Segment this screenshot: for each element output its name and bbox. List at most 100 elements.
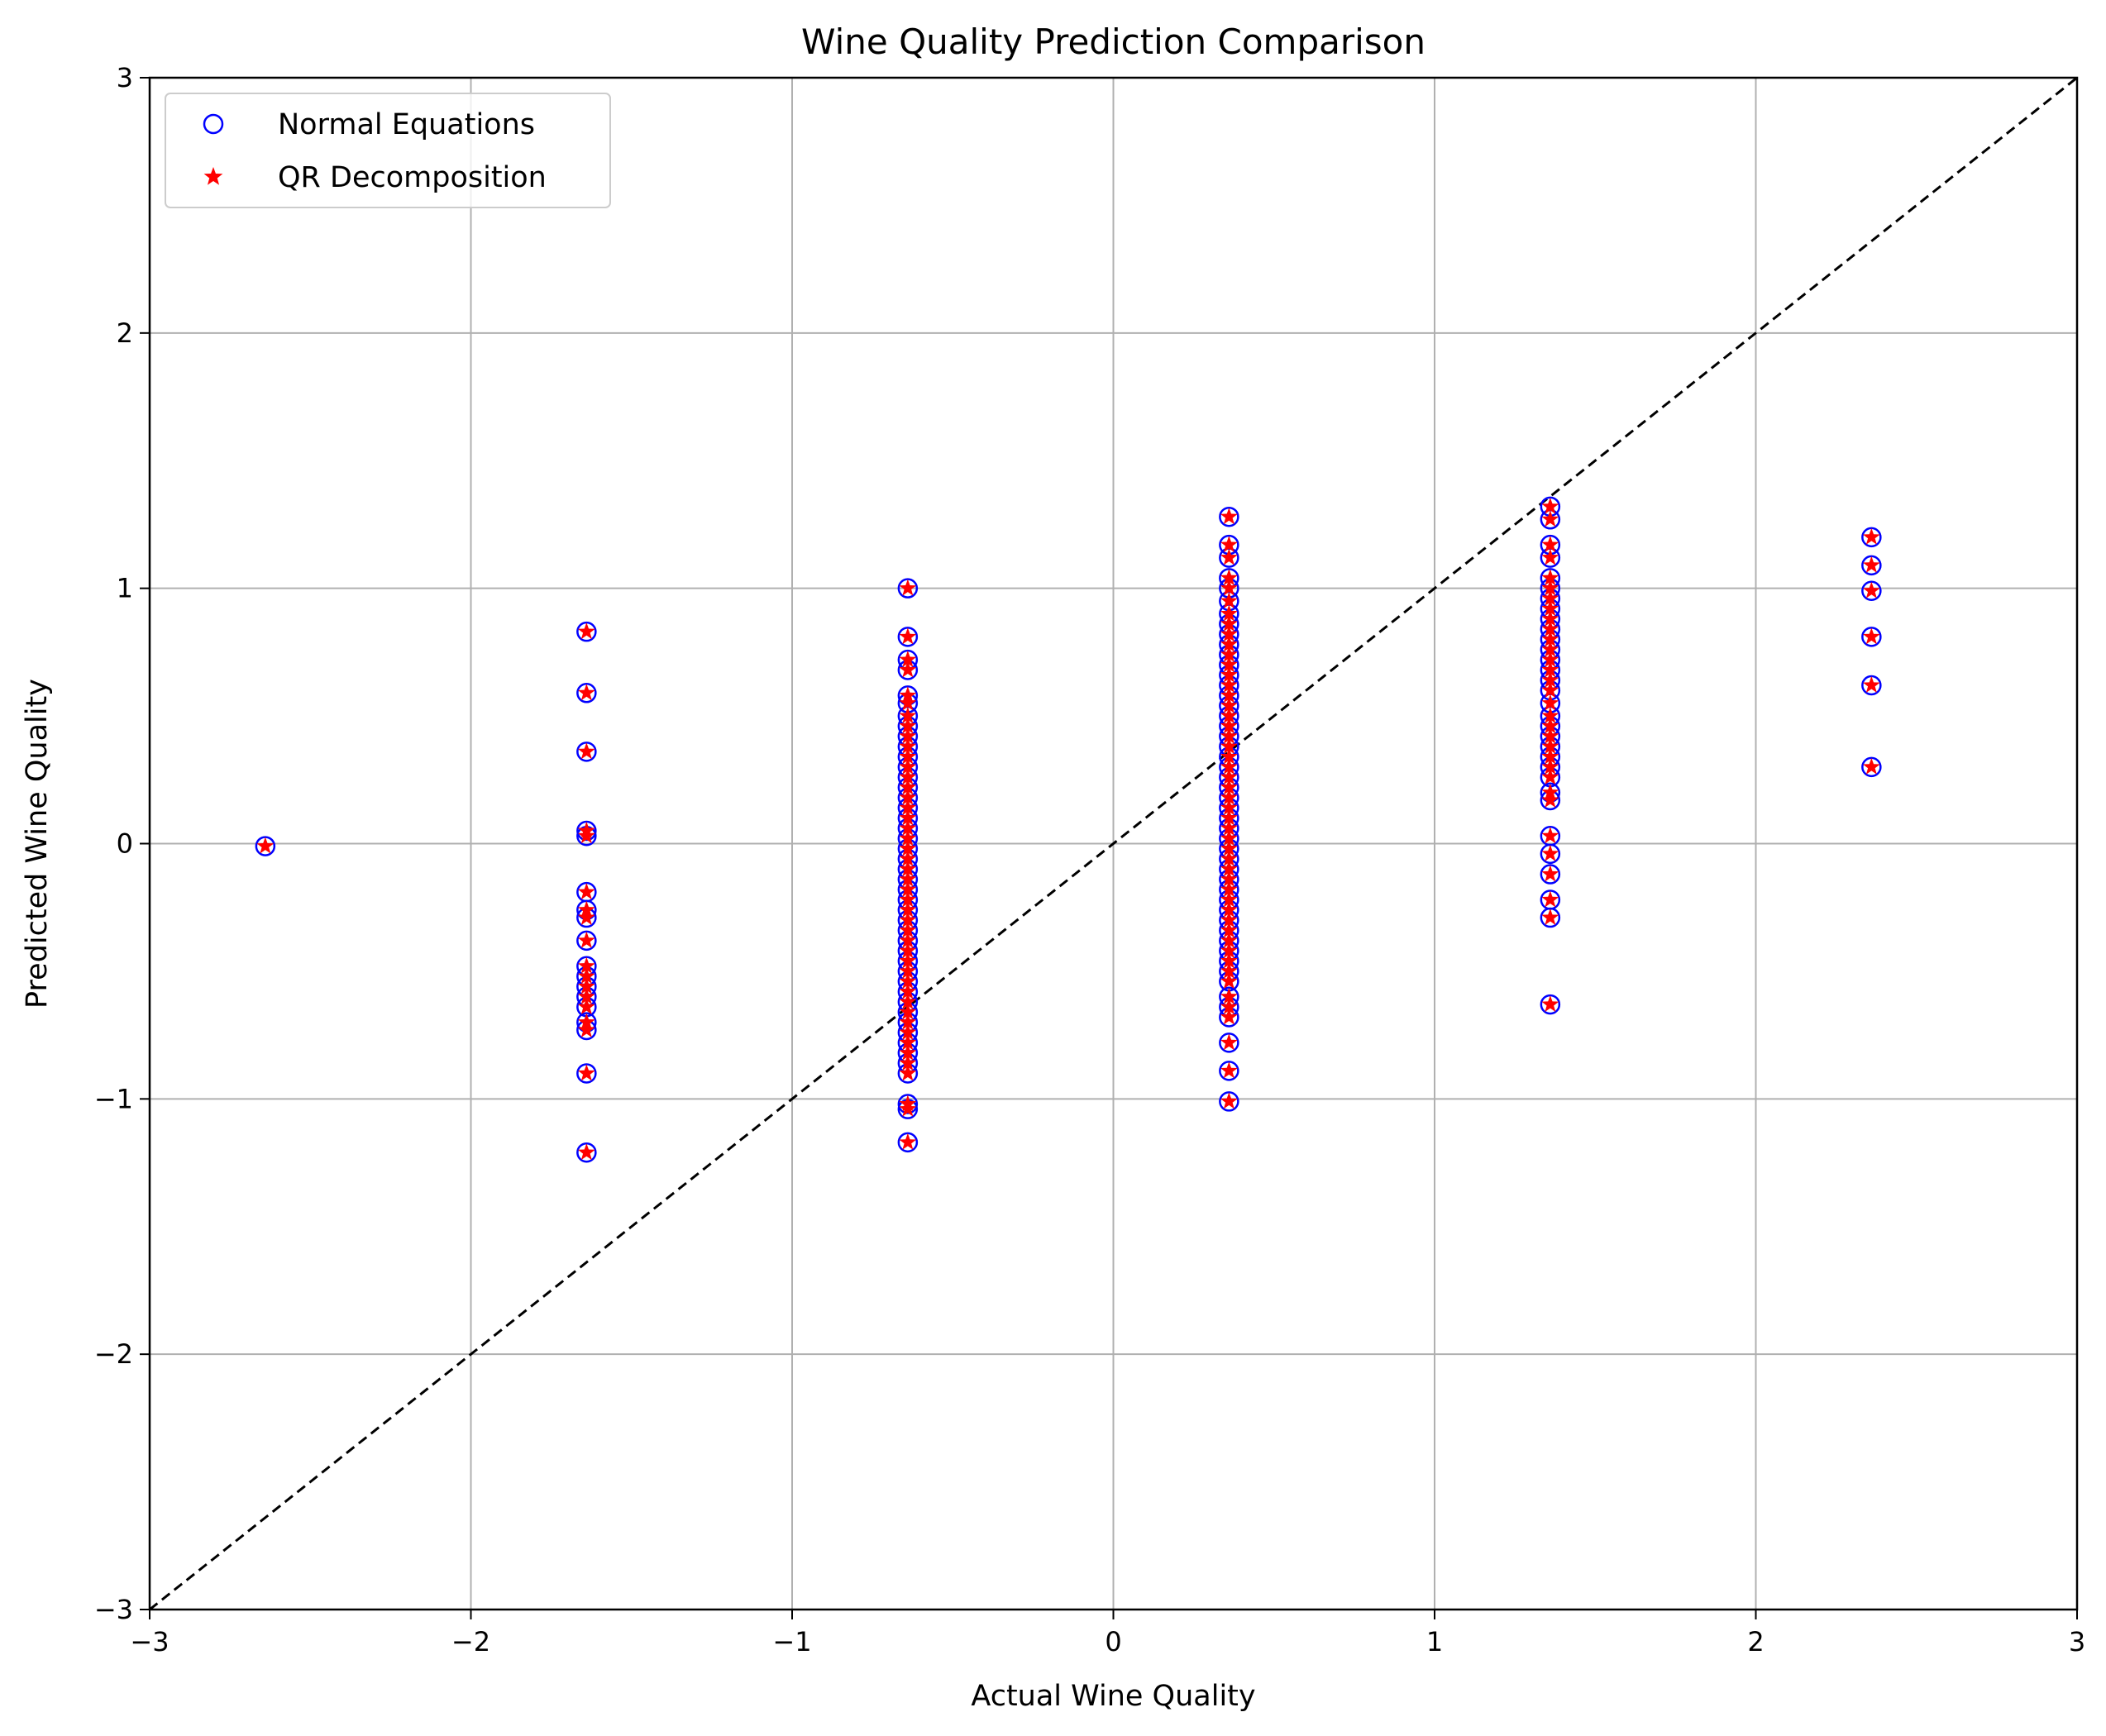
point-qr-decomposition xyxy=(899,727,917,744)
axis-ticks: −3 −2 −1 0 1 2 3 −3 −2 −1 0 1 2 3 xyxy=(94,62,2085,1657)
point-qr-decomposition xyxy=(899,818,917,836)
point-qr-decomposition xyxy=(577,827,595,844)
point-qr-decomposition xyxy=(1541,510,1559,527)
point-qr-decomposition xyxy=(899,737,917,755)
point-qr-decomposition xyxy=(1541,844,1559,861)
point-normal-equations xyxy=(897,1132,919,1153)
point-qr-decomposition xyxy=(1862,627,1880,645)
point-qr-decomposition xyxy=(1862,556,1880,573)
point-qr-decomposition xyxy=(1220,579,1238,596)
point-normal-equations xyxy=(255,836,276,856)
point-qr-decomposition xyxy=(577,883,595,900)
point-qr-decomposition xyxy=(899,951,917,969)
point-qr-decomposition xyxy=(1541,548,1559,565)
point-qr-decomposition xyxy=(1220,1008,1238,1025)
x-tick-label: 2 xyxy=(1747,1626,1764,1657)
point-qr-decomposition xyxy=(899,1099,917,1117)
point-qr-decomposition xyxy=(1220,788,1238,805)
point-qr-decomposition xyxy=(899,921,917,938)
y-tick-label: 1 xyxy=(117,573,133,604)
point-qr-decomposition xyxy=(1541,727,1559,744)
point-qr-decomposition xyxy=(899,982,917,999)
point-qr-decomposition xyxy=(1220,656,1238,673)
point-qr-decomposition xyxy=(899,799,917,816)
point-qr-decomposition xyxy=(1541,536,1559,553)
point-qr-decomposition xyxy=(899,1133,917,1150)
point-qr-decomposition xyxy=(899,694,917,711)
x-tick-label: 0 xyxy=(1105,1626,1121,1657)
point-qr-decomposition xyxy=(1220,1061,1238,1079)
point-qr-decomposition xyxy=(1541,865,1559,882)
point-qr-decomposition xyxy=(1862,757,1880,775)
point-qr-decomposition xyxy=(1220,911,1238,928)
point-qr-decomposition xyxy=(899,880,917,897)
point-qr-decomposition xyxy=(577,967,595,984)
point-qr-decomposition xyxy=(1541,791,1559,808)
point-qr-decomposition xyxy=(899,870,917,887)
chart-title: Wine Quality Prediction Comparison xyxy=(801,21,1425,62)
point-qr-decomposition xyxy=(899,860,917,877)
point-qr-decomposition xyxy=(577,998,595,1015)
point-qr-decomposition xyxy=(1541,670,1559,688)
point-qr-decomposition xyxy=(899,911,917,928)
point-qr-decomposition xyxy=(1541,569,1559,586)
point-qr-decomposition xyxy=(1220,880,1238,897)
y-tick-label: 2 xyxy=(117,317,133,349)
point-qr-decomposition xyxy=(577,987,595,1004)
point-qr-decomposition xyxy=(899,579,917,596)
point-qr-decomposition xyxy=(1220,972,1238,990)
point-normal-equations xyxy=(576,621,597,642)
reference-line xyxy=(149,76,2078,1611)
point-qr-decomposition xyxy=(1220,614,1238,632)
point-qr-decomposition xyxy=(1220,747,1238,765)
point-qr-decomposition xyxy=(577,909,595,925)
legend-marker-normal-equations xyxy=(203,113,224,135)
point-qr-decomposition xyxy=(1220,818,1238,836)
legend-marker-qr-decomposition xyxy=(203,167,223,185)
point-qr-decomposition xyxy=(899,1003,917,1020)
point-qr-decomposition xyxy=(1220,998,1238,1015)
point-qr-decomposition xyxy=(1541,694,1559,711)
point-qr-decomposition xyxy=(1862,676,1880,693)
point-normal-equations xyxy=(576,1142,597,1163)
x-tick-label: −3 xyxy=(130,1626,169,1657)
point-qr-decomposition xyxy=(1220,604,1238,622)
x-tick-label: −1 xyxy=(772,1626,811,1657)
point-qr-decomposition xyxy=(899,627,917,645)
point-normal-equations xyxy=(897,578,919,599)
point-qr-decomposition xyxy=(577,684,595,701)
point-qr-decomposition xyxy=(577,1064,595,1081)
point-qr-decomposition xyxy=(899,850,917,866)
point-qr-decomposition xyxy=(899,931,917,948)
point-qr-decomposition xyxy=(1541,651,1559,668)
point-qr-decomposition xyxy=(899,778,917,795)
point-qr-decomposition xyxy=(1220,686,1238,703)
point-qr-decomposition xyxy=(899,808,917,826)
point-qr-decomposition xyxy=(1220,987,1238,1004)
point-qr-decomposition xyxy=(577,956,595,974)
point-normal-equations xyxy=(1861,627,1882,647)
point-qr-decomposition xyxy=(1541,995,1559,1012)
point-qr-decomposition xyxy=(1220,696,1238,713)
point-qr-decomposition xyxy=(899,890,917,908)
legend-label-qr-decomposition: QR Decomposition xyxy=(278,161,547,194)
point-qr-decomposition xyxy=(1220,942,1238,959)
point-qr-decomposition xyxy=(1541,747,1559,765)
y-tick-label: −1 xyxy=(94,1083,133,1114)
point-qr-decomposition xyxy=(1220,951,1238,969)
y-axis-label: Predicted Wine Quality xyxy=(21,679,54,1009)
point-qr-decomposition xyxy=(899,1054,917,1071)
point-normal-equations xyxy=(897,627,919,647)
point-qr-decomposition xyxy=(1541,707,1559,723)
point-qr-decomposition xyxy=(1220,768,1238,785)
point-qr-decomposition xyxy=(1541,827,1559,844)
point-qr-decomposition xyxy=(1541,609,1559,627)
point-qr-decomposition xyxy=(1220,635,1238,652)
point-qr-decomposition xyxy=(1220,921,1238,938)
y-tick-label: −2 xyxy=(94,1338,133,1370)
point-qr-decomposition xyxy=(899,717,917,734)
point-qr-decomposition xyxy=(899,839,917,856)
point-normal-equations xyxy=(576,930,597,951)
